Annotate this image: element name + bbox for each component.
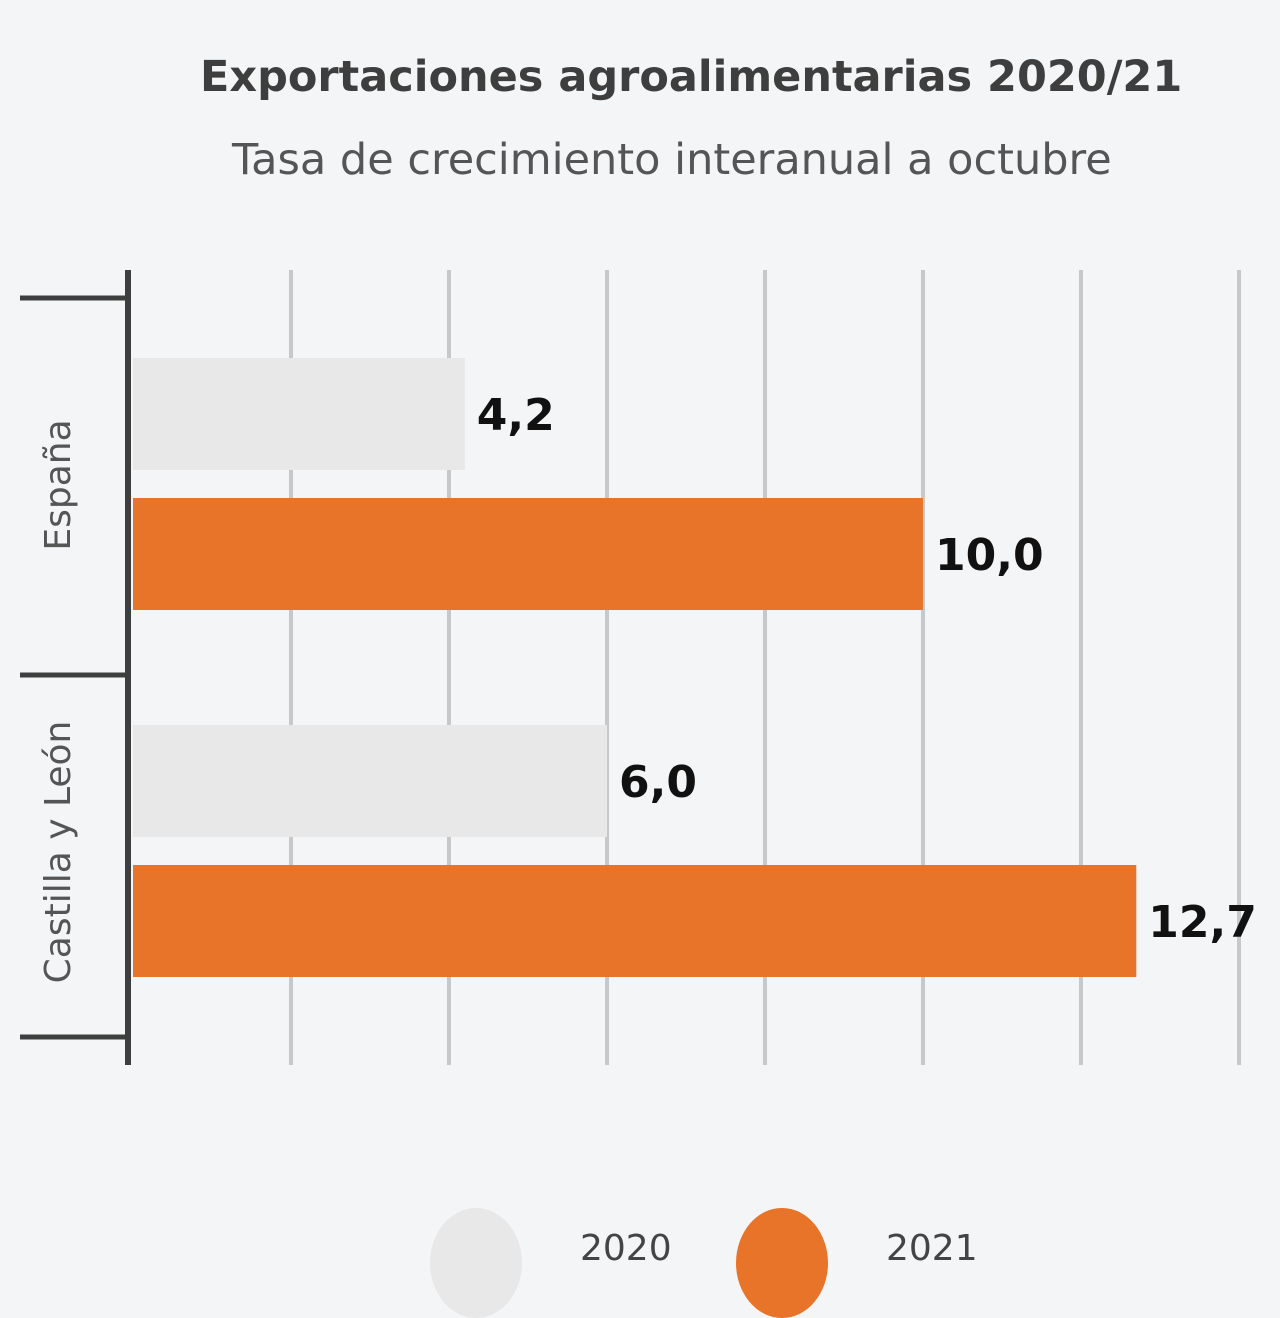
bar-2021	[133, 498, 923, 610]
category-label: España	[38, 419, 79, 550]
legend-label-2020: 2020	[580, 1228, 672, 1269]
legend-swatch-2021	[736, 1208, 828, 1318]
bar-2020	[133, 358, 465, 470]
data-label: 4,2	[477, 390, 555, 441]
bar-2021	[133, 865, 1137, 977]
chart-title: Exportaciones agroalimentarias 2020/21	[200, 52, 1183, 102]
chart-subtitle: Tasa de crecimiento interanual a octubre	[232, 135, 1112, 185]
legend-label-2021: 2021	[886, 1228, 978, 1269]
bar-chart: 4,2 10,0 España 6,0 12,7 Castilla y León	[20, 270, 1257, 1065]
legend-swatch-2020	[430, 1208, 522, 1318]
data-label: 10,0	[935, 530, 1044, 581]
category-label: Castilla y León	[38, 721, 79, 984]
data-label: 12,7	[1148, 897, 1257, 948]
data-label: 6,0	[619, 757, 697, 808]
bar-2020	[133, 725, 607, 837]
